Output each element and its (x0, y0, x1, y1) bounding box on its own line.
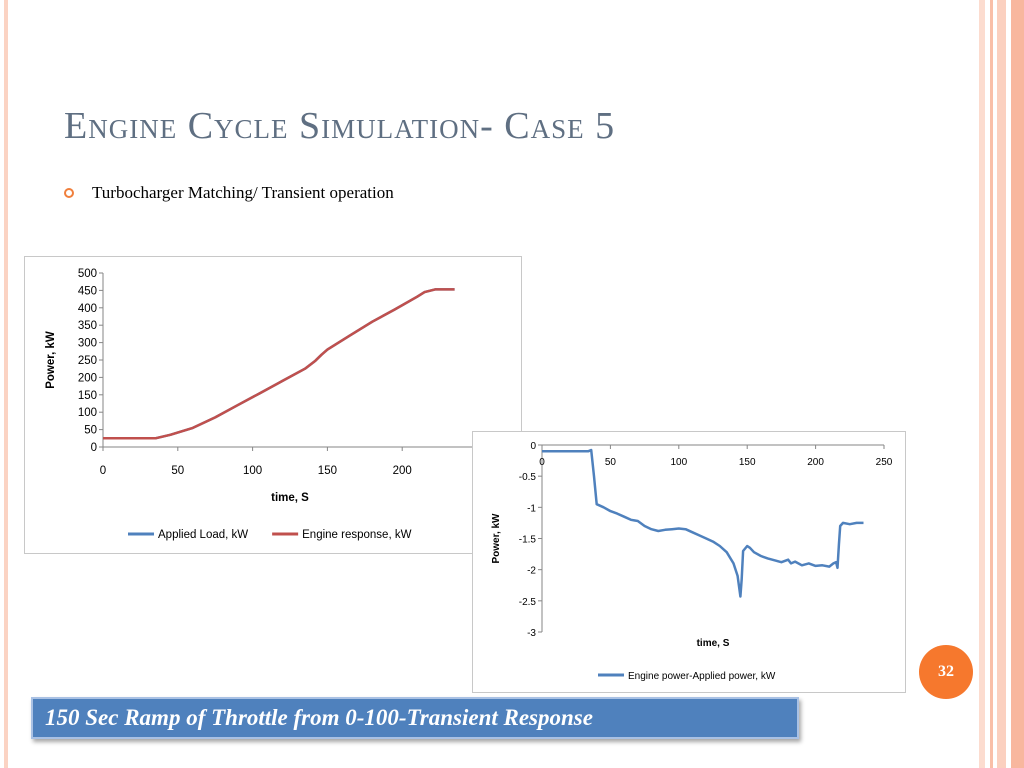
x-tick-label: 100 (243, 465, 262, 477)
y-tick-label: 400 (78, 303, 97, 315)
y-tick-label: 300 (78, 338, 97, 350)
y-tick-label: 450 (78, 285, 97, 297)
y-tick-label: 250 (78, 355, 97, 367)
y-tick-label: 0 (91, 442, 97, 454)
y-tick-label: 350 (78, 320, 97, 332)
x-tick-label: 200 (807, 457, 824, 468)
y-tick-label: -2 (527, 566, 536, 577)
legend-label: Engine power-Applied power, kW (628, 671, 776, 682)
y-axis-title: Power, kW (491, 513, 502, 564)
series-line-1 (103, 288, 455, 440)
bullet-icon (64, 188, 74, 198)
y-tick-label: 50 (84, 425, 97, 437)
caption-banner: 150 Sec Ramp of Throttle from 0-100-Tran… (31, 697, 799, 739)
y-axis-title: Power, kW (45, 331, 57, 389)
x-tick-label: 100 (670, 457, 687, 468)
decorative-stripe (990, 0, 993, 768)
y-tick-label: 200 (78, 372, 97, 384)
x-tick-label: 50 (171, 465, 184, 477)
x-tick-label: 250 (876, 457, 893, 468)
x-tick-label: 50 (605, 457, 617, 468)
y-tick-label: 500 (78, 268, 97, 280)
decorative-stripe (997, 0, 1006, 768)
difference-chart: 0 -0.5 -1 -1.5 -2 -2.5 -3 0 50 100 150 200 250 time, … (472, 431, 906, 693)
legend-label: Applied Load, kW (158, 529, 248, 541)
bullet-text: Turbocharger Matching/ Transient operati… (92, 183, 394, 202)
page-number-badge: 32 (919, 645, 973, 699)
x-axis-title: time, S (271, 492, 309, 504)
decorative-stripe (4, 0, 8, 768)
y-tick-label: -2.5 (519, 597, 537, 608)
y-tick-label: -1.5 (519, 535, 537, 546)
y-tick-label: -0.5 (519, 472, 537, 483)
decorative-stripe (1011, 0, 1024, 768)
y-tick-label: -3 (527, 628, 536, 639)
x-tick-label: 0 (100, 465, 106, 477)
x-tick-label: 150 (318, 465, 337, 477)
y-tick-label: 0 (530, 441, 536, 452)
legend-label: Engine response, kW (302, 529, 411, 541)
difference-chart-svg: 0-0.5-1-1.5-2-2.5-30 50 100 150 200 250time, … (491, 441, 893, 682)
series-line-0 (103, 288, 455, 440)
x-tick-label: 0 (539, 457, 545, 468)
decorative-stripe (979, 0, 985, 768)
series-line-0 (542, 448, 864, 598)
y-tick-label: -1 (527, 503, 536, 514)
slide-title: Engine Cycle Simulation- Case 5 (64, 105, 616, 147)
y-tick-label: 150 (78, 390, 97, 402)
x-axis-title: time, S (697, 638, 730, 649)
x-tick-label: 200 (393, 465, 412, 477)
power-chart: 500 450 400 350 300 250 200 150 100 50 0 0 50 100 150 2… (24, 256, 522, 554)
x-tick-label: 150 (739, 457, 756, 468)
y-tick-label: 100 (78, 407, 97, 419)
